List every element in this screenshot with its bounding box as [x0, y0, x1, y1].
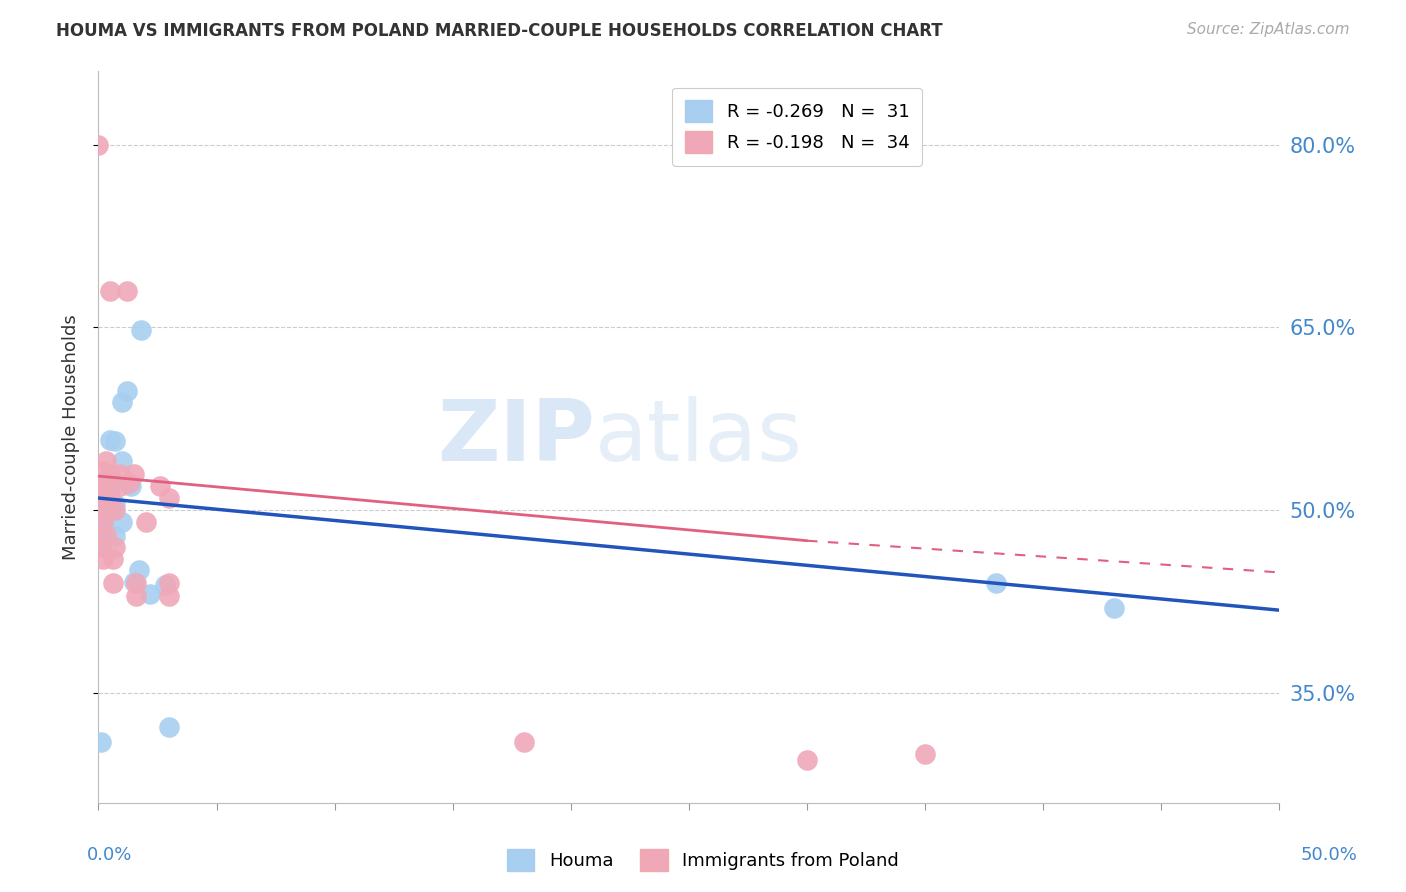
Point — [94, 499, 117, 513]
Point — [98, 491, 121, 505]
Point — [149, 479, 172, 493]
Text: HOUMA VS IMMIGRANTS FROM POLAND MARRIED-COUPLE HOUSEHOLDS CORRELATION CHART: HOUMA VS IMMIGRANTS FROM POLAND MARRIED-… — [56, 22, 943, 40]
Point — [94, 503, 117, 517]
Point — [90, 489, 112, 503]
Point — [94, 492, 117, 507]
Point — [157, 589, 180, 603]
Point — [135, 516, 157, 530]
Point — [139, 587, 162, 601]
Point — [157, 491, 180, 505]
Text: Source: ZipAtlas.com: Source: ZipAtlas.com — [1187, 22, 1350, 37]
Point — [111, 394, 134, 409]
Point — [796, 753, 818, 767]
Point — [90, 540, 112, 554]
Point — [111, 516, 134, 530]
Point — [115, 384, 138, 398]
Point — [90, 476, 112, 491]
Point — [108, 479, 131, 493]
Point — [94, 527, 117, 541]
Point — [108, 467, 131, 481]
Point — [125, 589, 148, 603]
Point — [153, 577, 176, 591]
Point — [129, 323, 152, 337]
Point — [104, 540, 127, 554]
Point — [101, 576, 124, 591]
Point — [118, 476, 141, 491]
Point — [128, 563, 150, 577]
Point — [87, 137, 110, 152]
Point — [125, 576, 148, 591]
Point — [157, 576, 180, 591]
Point — [98, 481, 121, 495]
Point — [90, 735, 112, 749]
Legend: Houma, Immigrants from Poland: Houma, Immigrants from Poland — [501, 842, 905, 879]
Point — [984, 576, 1007, 591]
Text: 0.0%: 0.0% — [87, 846, 132, 863]
Text: 50.0%: 50.0% — [1301, 846, 1357, 863]
Text: atlas: atlas — [595, 395, 803, 479]
Point — [94, 454, 117, 468]
Point — [157, 720, 180, 734]
Y-axis label: Married-couple Households: Married-couple Households — [62, 314, 80, 560]
Point — [104, 497, 127, 511]
Point — [91, 491, 114, 505]
Point — [91, 504, 114, 518]
Point — [91, 516, 114, 530]
Legend: R = -0.269   N =  31, R = -0.198   N =  34: R = -0.269 N = 31, R = -0.198 N = 34 — [672, 87, 922, 166]
Point — [90, 533, 112, 548]
Point — [90, 500, 112, 514]
Point — [122, 575, 145, 590]
Point — [104, 503, 127, 517]
Point — [91, 552, 114, 566]
Point — [111, 454, 134, 468]
Point — [104, 434, 127, 448]
Point — [98, 467, 121, 481]
Point — [104, 529, 127, 543]
Point — [121, 479, 143, 493]
Point — [115, 284, 138, 298]
Point — [98, 284, 121, 298]
Point — [91, 464, 114, 478]
Point — [98, 433, 121, 447]
Point — [91, 493, 114, 508]
Point — [90, 517, 112, 532]
Point — [90, 506, 112, 520]
Point — [94, 479, 117, 493]
Point — [512, 735, 534, 749]
Point — [91, 519, 114, 533]
Point — [914, 747, 936, 761]
Point — [91, 512, 114, 526]
Point — [1102, 600, 1125, 615]
Point — [94, 481, 117, 495]
Point — [98, 503, 121, 517]
Point — [122, 467, 145, 481]
Text: ZIP: ZIP — [437, 395, 595, 479]
Point — [101, 552, 124, 566]
